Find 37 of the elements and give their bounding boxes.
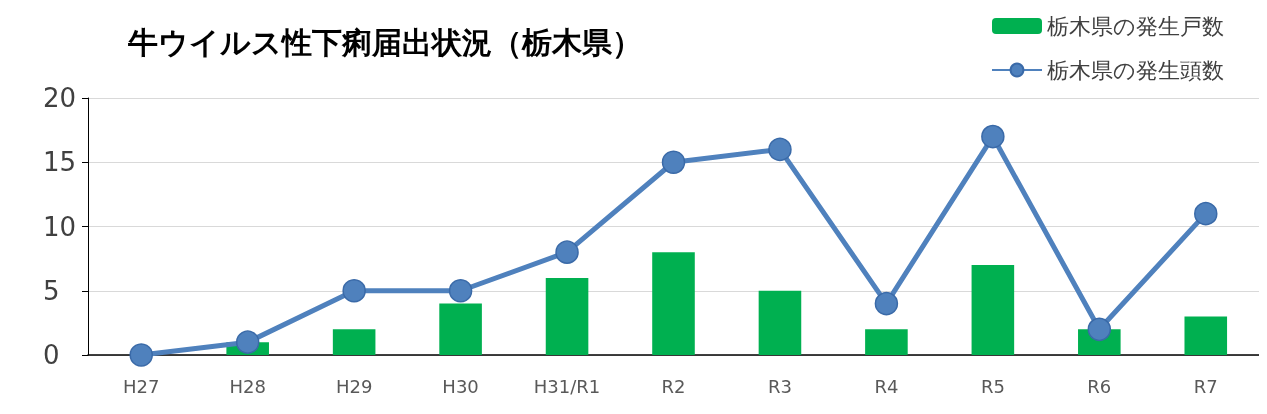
point — [874, 291, 899, 316]
x-tick-label: R5 — [980, 375, 1005, 397]
bar — [971, 265, 1015, 355]
point — [768, 137, 792, 162]
x-tick-label: H27 — [123, 375, 160, 397]
bar — [439, 303, 482, 355]
chart-title: 牛ウイルス性下痢届出状況（栃木県） — [127, 24, 642, 60]
x-tick-label: H28 — [229, 375, 266, 397]
x-tick-label: R6 — [1087, 375, 1112, 397]
y-tick-label: 5 — [43, 275, 60, 306]
bar — [758, 290, 802, 355]
x-tick-label: H31/R1 — [533, 375, 601, 397]
y-tick-label: 0 — [43, 340, 60, 370]
x-tick-label: R7 — [1193, 375, 1218, 397]
point — [448, 279, 473, 303]
bar — [332, 329, 376, 355]
point — [235, 330, 260, 354]
legend-label: 栃木県の発生戸数 — [1047, 13, 1224, 39]
bar — [865, 329, 908, 355]
bar — [545, 277, 589, 355]
point — [342, 279, 366, 303]
point — [129, 343, 153, 367]
point — [661, 150, 686, 174]
bar — [1184, 316, 1228, 355]
bar — [652, 252, 695, 355]
legend-label: 栃木県の発生頭数 — [1047, 57, 1224, 83]
x-tick-label: R3 — [767, 375, 792, 397]
x-tick-label: H30 — [442, 375, 479, 397]
x-tick-label: H29 — [335, 375, 373, 397]
point — [1194, 201, 1218, 226]
y-tick-label: 20 — [43, 83, 77, 113]
x-tick-label: R4 — [874, 375, 899, 397]
y-tick-label: 15 — [43, 147, 77, 178]
y-tick-label: 10 — [43, 211, 77, 242]
point — [981, 124, 1005, 149]
point — [555, 240, 579, 264]
x-tick-label: R2 — [661, 375, 686, 397]
